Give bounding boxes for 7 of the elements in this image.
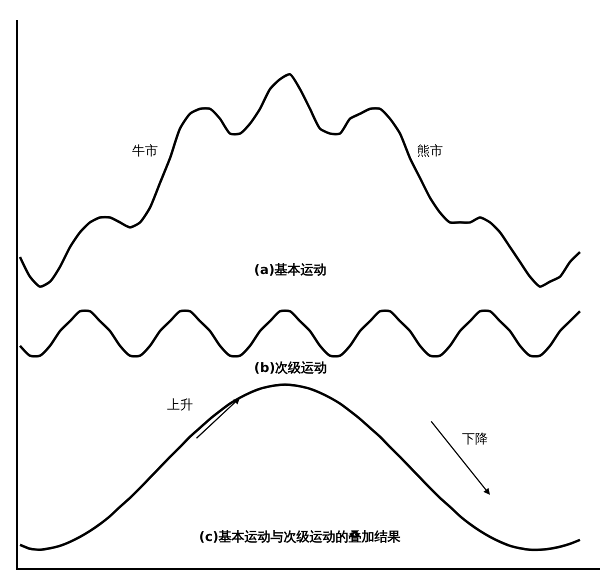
annotation: (c)基本运动与次级运动的叠加结果	[199, 529, 402, 545]
annotation: (a)基本运动	[254, 262, 327, 278]
annotation: 牛市	[132, 144, 158, 159]
annotation: 熊市	[417, 144, 443, 159]
annotation: 上升	[167, 398, 193, 413]
annotation: (b)次级运动	[254, 360, 328, 376]
annotation: 下降	[462, 432, 488, 447]
